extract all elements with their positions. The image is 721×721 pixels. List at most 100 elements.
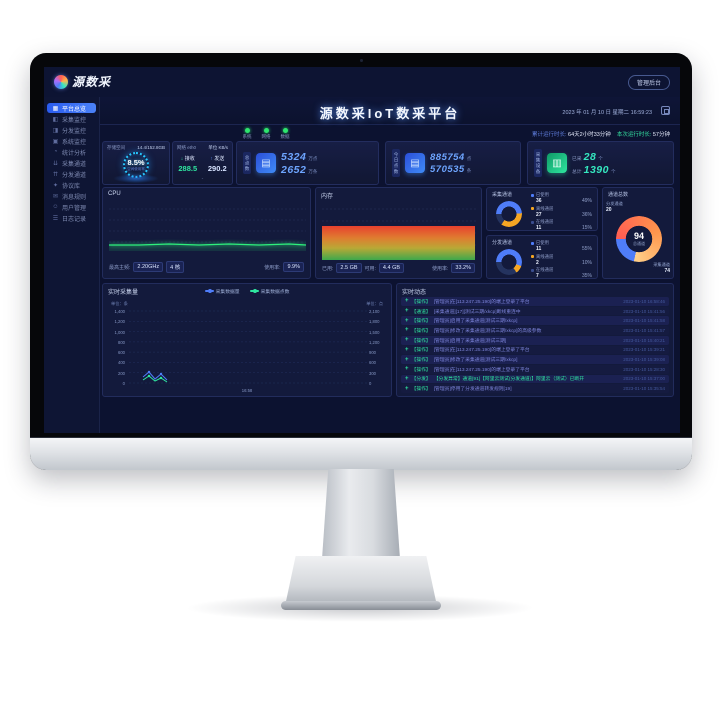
log-row[interactable]: + 【操作】 [管理员]停用了分发通道转发规则[19] 2023-01-10 15:3… xyxy=(401,384,669,394)
plus-icon: + xyxy=(405,337,409,344)
log-message: [管理员]在[113.247.25.190]的端上登录了平台 xyxy=(433,299,530,305)
sidebar-item-collect-monitor[interactable]: ◧ 采集监控 xyxy=(47,114,96,124)
plus-icon: + xyxy=(405,317,409,324)
sidebar-item-overview[interactable]: ▦ 平台总览 xyxy=(47,103,96,113)
monitor-stand-base xyxy=(285,556,437,606)
sidebar-item-user-management[interactable]: ☺ 用户管理 xyxy=(47,202,96,212)
sidebar-item-message-rules[interactable]: ✉ 消息规则 xyxy=(47,191,96,201)
logo-text: 源数采 xyxy=(72,75,112,89)
admin-backend-button[interactable]: 管理后台 xyxy=(627,75,670,90)
cpu-usage-label: 使用率: xyxy=(264,264,281,271)
log-row[interactable]: + 【通道】 [采集通道][17][测试三期/xkcp]断线重连中 2023-01-1… xyxy=(401,306,669,316)
storage-capacity: 14.4/152.8GB xyxy=(137,145,165,150)
down-arrow-icon: ↓ xyxy=(180,156,184,162)
memory-usage-chip: 33.2% xyxy=(451,263,475,273)
memory-avail-chip: 4.4 GB xyxy=(378,263,405,273)
total-points-vlabel: 总点数 xyxy=(243,151,251,175)
memory-used-label: 已用: xyxy=(322,265,334,272)
monitor-icon: ▣ xyxy=(52,138,59,145)
channel-total-donut-chart xyxy=(616,216,662,262)
log-tag: 【操作】 xyxy=(411,348,431,354)
network-send: ↑ 发送 290.2 xyxy=(207,156,227,173)
green-dot-icon xyxy=(263,128,269,133)
page-title: 源数采IoT数采平台 xyxy=(319,106,461,121)
log-row[interactable]: + 【操作】 [管理员]启用了采集通道[测试三期/xkcp] 2023-01-10 1… xyxy=(401,316,669,326)
cpu-usage-chip: 9.9% xyxy=(283,262,304,272)
datetime-text: 2023 年 01 月 10 日 星期二 16:59:23 xyxy=(562,110,652,116)
log-message: [管理员]启用了采集通道[测试三期/xkcp] xyxy=(433,319,518,325)
dispatch-donut-chart xyxy=(496,249,522,275)
channel-total-title: 通道总数 xyxy=(608,192,629,198)
log-message: [管理员]停用了分发通道转发规则[19] xyxy=(433,387,512,393)
database-icon: ▤ xyxy=(405,153,425,173)
log-row[interactable]: + 【分发】 【分发异常】通道[91]【阿里云测试(分发通道)】阿里云（测试）已断开… xyxy=(401,374,669,384)
sidebar-item-label: 采集通道 xyxy=(62,161,87,168)
sidebar-item-dispatch-channels[interactable]: ⇈ 分发通道 xyxy=(47,169,96,179)
sidebar-item-label: 系统监控 xyxy=(62,139,87,146)
status-system: 系统 xyxy=(240,128,254,140)
camera-dot xyxy=(359,59,363,62)
monitor-icon: ◨ xyxy=(52,127,59,134)
runtime-session-label: 本次运行时长: xyxy=(616,132,652,138)
activity-title: 实时动态 xyxy=(402,290,427,296)
storage-caption: 空间使用率 xyxy=(127,167,145,171)
log-row[interactable]: + 【操作】 [管理员]修改了采集通道[测试三期/xkcp] 2023-01-10 1… xyxy=(401,355,669,364)
log-icon: ☰ xyxy=(52,215,59,222)
log-timestamp: 2023-01-10 15:39:08 xyxy=(623,357,665,363)
total-points-card: 总点数 ▤ 5324 万点 2652 万条 xyxy=(236,141,379,185)
legend-dot-icon xyxy=(531,241,534,245)
devices-vlabel: 采集设备 xyxy=(534,148,542,178)
sidebar-item-statistics[interactable]: ◔ 统计分析 xyxy=(47,147,96,157)
sidebar-item-protocol-library[interactable]: ✦ 协议库 xyxy=(47,180,96,190)
log-message: [管理员]修改了采集通道[测试三期/xkcp]的高级参数 xyxy=(433,328,542,334)
dispatch-channels-title: 分发通道 xyxy=(492,240,513,246)
sidebar-item-label: 分发通道 xyxy=(62,172,87,179)
plus-icon: + xyxy=(405,298,409,305)
runtime-bar: 累计运行时长: 64天2小时33分钟 本次运行时长: 57分钟 xyxy=(532,130,670,138)
chart-legend: 采集数据量 采集数据点数 xyxy=(103,288,391,295)
log-timestamp: 2023-01-10 15:40:21 xyxy=(623,337,665,343)
legend-dot-icon xyxy=(531,268,534,272)
log-timestamp: 2023-01-10 15:28:30 xyxy=(623,366,665,372)
devices-card: 采集设备 ▥ 已采 28 个 总计 1390 个 xyxy=(527,141,674,185)
plus-icon: + xyxy=(405,346,409,353)
plus-icon: + xyxy=(405,308,409,315)
log-message: [管理员]修改了采集通道[测试三期/xkcp] xyxy=(433,358,518,364)
log-message: [采集通道][17][测试三期/xkcp]断线重连中 xyxy=(433,309,521,315)
database-icon: ▤ xyxy=(256,153,276,173)
log-row[interactable]: + 【操作】 [管理员]启用了采集通道[测试三期] 2023-01-10 15:40:… xyxy=(401,335,669,345)
log-message: [管理员]在[113.247.25.190]的端上登录了平台 xyxy=(433,367,530,373)
memory-heatmap xyxy=(322,226,475,260)
network-unit: 单位 KB/s xyxy=(208,145,228,150)
log-timestamp: 2023-01-10 15:39:21 xyxy=(623,347,665,353)
collect-channels-title: 采集通道 xyxy=(492,192,513,198)
sidebar-item-label: 平台总览 xyxy=(62,106,87,113)
storage-card: 存储空间 14.4/152.8GB 8.5% 空间使用率 xyxy=(102,141,170,185)
log-timestamp: 2023-01-10 15:41:56 xyxy=(623,308,665,314)
sidebar-item-collect-channels[interactable]: ⇊ 采集通道 xyxy=(47,158,96,168)
sidebar-item-system-monitor[interactable]: ▣ 系统监控 xyxy=(47,136,96,146)
storage-percent: 8.5% xyxy=(127,158,145,167)
memory-title: 内存 xyxy=(321,194,334,200)
sidebar-item-dispatch-monitor[interactable]: ◨ 分发监控 xyxy=(47,125,96,135)
log-row[interactable]: + 【操作】 [管理员]在[113.247.25.190]的端上登录了平台 2023-… xyxy=(401,297,669,306)
sidebar-item-logs[interactable]: ☰ 日志记录 xyxy=(47,213,96,223)
log-row[interactable]: + 【操作】 [管理员]修改了采集通道[测试三期/xkcp]的高级参数 2023-01… xyxy=(401,326,669,335)
device-icon: ▥ xyxy=(547,153,567,173)
cpu-freq-label: 最高主频: xyxy=(109,264,131,271)
legend-item: 在线通道 11 15% xyxy=(531,219,592,231)
logo-icon xyxy=(54,74,68,89)
sidebar-item-label: 采集监控 xyxy=(62,117,87,124)
channel-icon: ⇊ xyxy=(52,160,59,167)
header: 源数采IoT数采平台 2023 年 01 月 10 日 星期二 16:59:23 xyxy=(100,97,680,125)
log-row[interactable]: + 【操作】 [管理员]在[113.247.25.190]的端上登录了平台 2023-… xyxy=(401,345,669,355)
cpu-cores-chip: 4 核 xyxy=(166,261,185,273)
log-row[interactable]: + 【操作】 [管理员]在[113.247.25.190]的端上登录了平台 2023-… xyxy=(401,364,669,374)
cpu-title: CPU xyxy=(108,191,121,197)
channel-total-value: 94 xyxy=(633,231,644,241)
message-icon: ✉ xyxy=(52,193,59,200)
plus-icon: + xyxy=(405,327,409,334)
plus-icon: + xyxy=(405,356,409,363)
fullscreen-icon[interactable] xyxy=(661,106,670,115)
